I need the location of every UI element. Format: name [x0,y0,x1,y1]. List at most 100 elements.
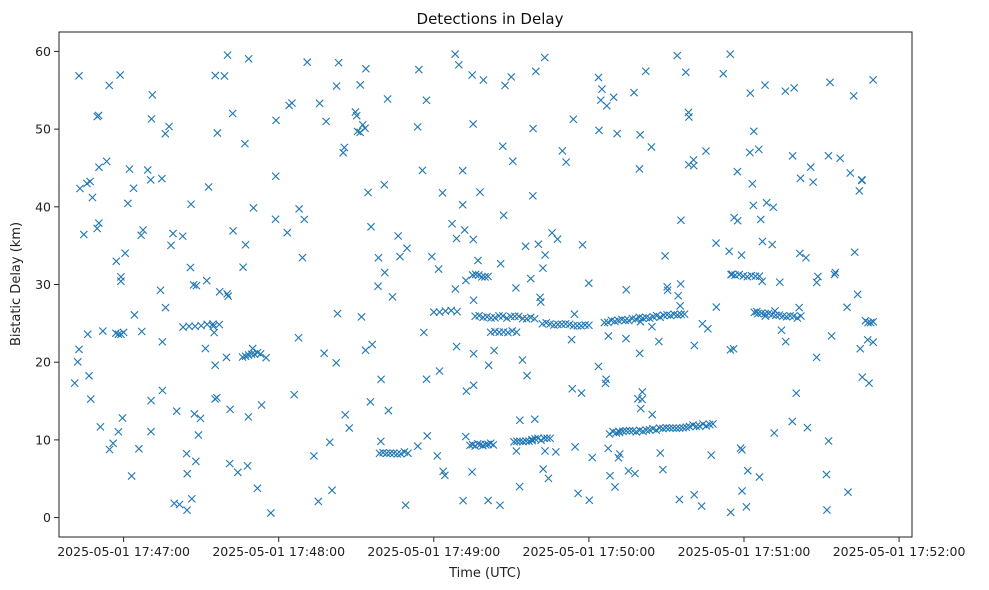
data-point [692,422,701,431]
data-point [496,501,505,510]
data-point [534,240,543,249]
data-point [712,303,721,312]
data-point [185,322,194,331]
data-point [869,317,878,326]
data-point [796,311,805,320]
data-point [824,437,833,445]
data-point [622,285,631,294]
data-point [822,470,831,479]
data-point [654,337,663,346]
data-point [451,50,460,59]
data-point [202,276,211,285]
data-point [605,430,614,438]
data-point [225,459,234,468]
data-point [677,310,686,319]
data-point [689,155,698,164]
data-point [453,307,462,316]
data-point [611,482,619,491]
data-point [756,215,765,224]
data-point [749,127,758,136]
y-tick-label: 20 [35,355,51,370]
data-point [498,142,507,151]
data-point [836,154,845,163]
data-point [544,474,553,483]
data-point [458,166,467,175]
data-point [422,96,431,105]
data-point [290,390,299,399]
data-point [367,222,376,231]
data-point [531,434,540,443]
data-point [636,317,645,326]
x-tick-label: 2025-05-01 17:52:00 [833,544,966,559]
data-point [272,116,281,125]
data-point [244,54,253,63]
data-point [309,451,318,460]
data-point [287,99,296,108]
data-point [469,349,478,358]
data-point [147,427,155,436]
data-point [479,76,488,85]
data-point [435,367,444,376]
data-point [656,449,665,457]
data-point [147,114,156,123]
data-point [738,486,747,495]
data-point [283,228,292,237]
data-point [528,191,537,200]
data-point [665,423,674,432]
data-point [178,232,187,241]
data-point [271,172,280,181]
data-point [638,314,647,323]
data-point [469,120,478,129]
data-point [775,278,784,287]
data-point [211,394,220,403]
data-point [452,342,461,351]
data-point [771,311,780,320]
data-point [352,111,361,120]
data-point [186,263,195,272]
data-point [182,449,191,458]
y-tick-label: 0 [43,510,51,525]
data-point [380,180,389,189]
data-point [197,321,206,330]
data-point [452,234,461,243]
data-point [812,278,821,287]
data-point [658,465,667,474]
data-point [134,444,143,453]
data-point [490,346,499,355]
data-point [571,442,580,451]
data-point [356,128,365,137]
data-point [538,264,547,273]
data-point [512,437,521,446]
data-point [158,386,167,395]
data-point [226,405,235,414]
data-point [222,353,231,362]
data-point [158,337,167,346]
data-point [522,437,530,446]
y-axis: 0 10 20 30 40 50 60 [35,44,59,525]
data-point [228,109,237,118]
data-point [503,328,512,337]
data-point [708,419,717,428]
data-point [568,384,577,393]
data-point [758,237,767,246]
data-point [827,331,836,340]
data-point [325,438,334,447]
data-point [512,328,521,337]
data-point [788,417,797,426]
data-point [675,495,684,504]
data-point [341,410,350,419]
data-point [869,338,878,347]
data-point [757,309,766,318]
data-point [636,130,645,139]
data-point [249,203,258,212]
data-point [469,235,478,244]
data-point [622,334,630,343]
data-point [88,193,97,202]
data-point [769,203,778,212]
data-point [663,282,672,291]
data-point [788,151,797,160]
data-point [114,330,123,339]
data-point [507,72,516,81]
data-point [413,442,422,451]
